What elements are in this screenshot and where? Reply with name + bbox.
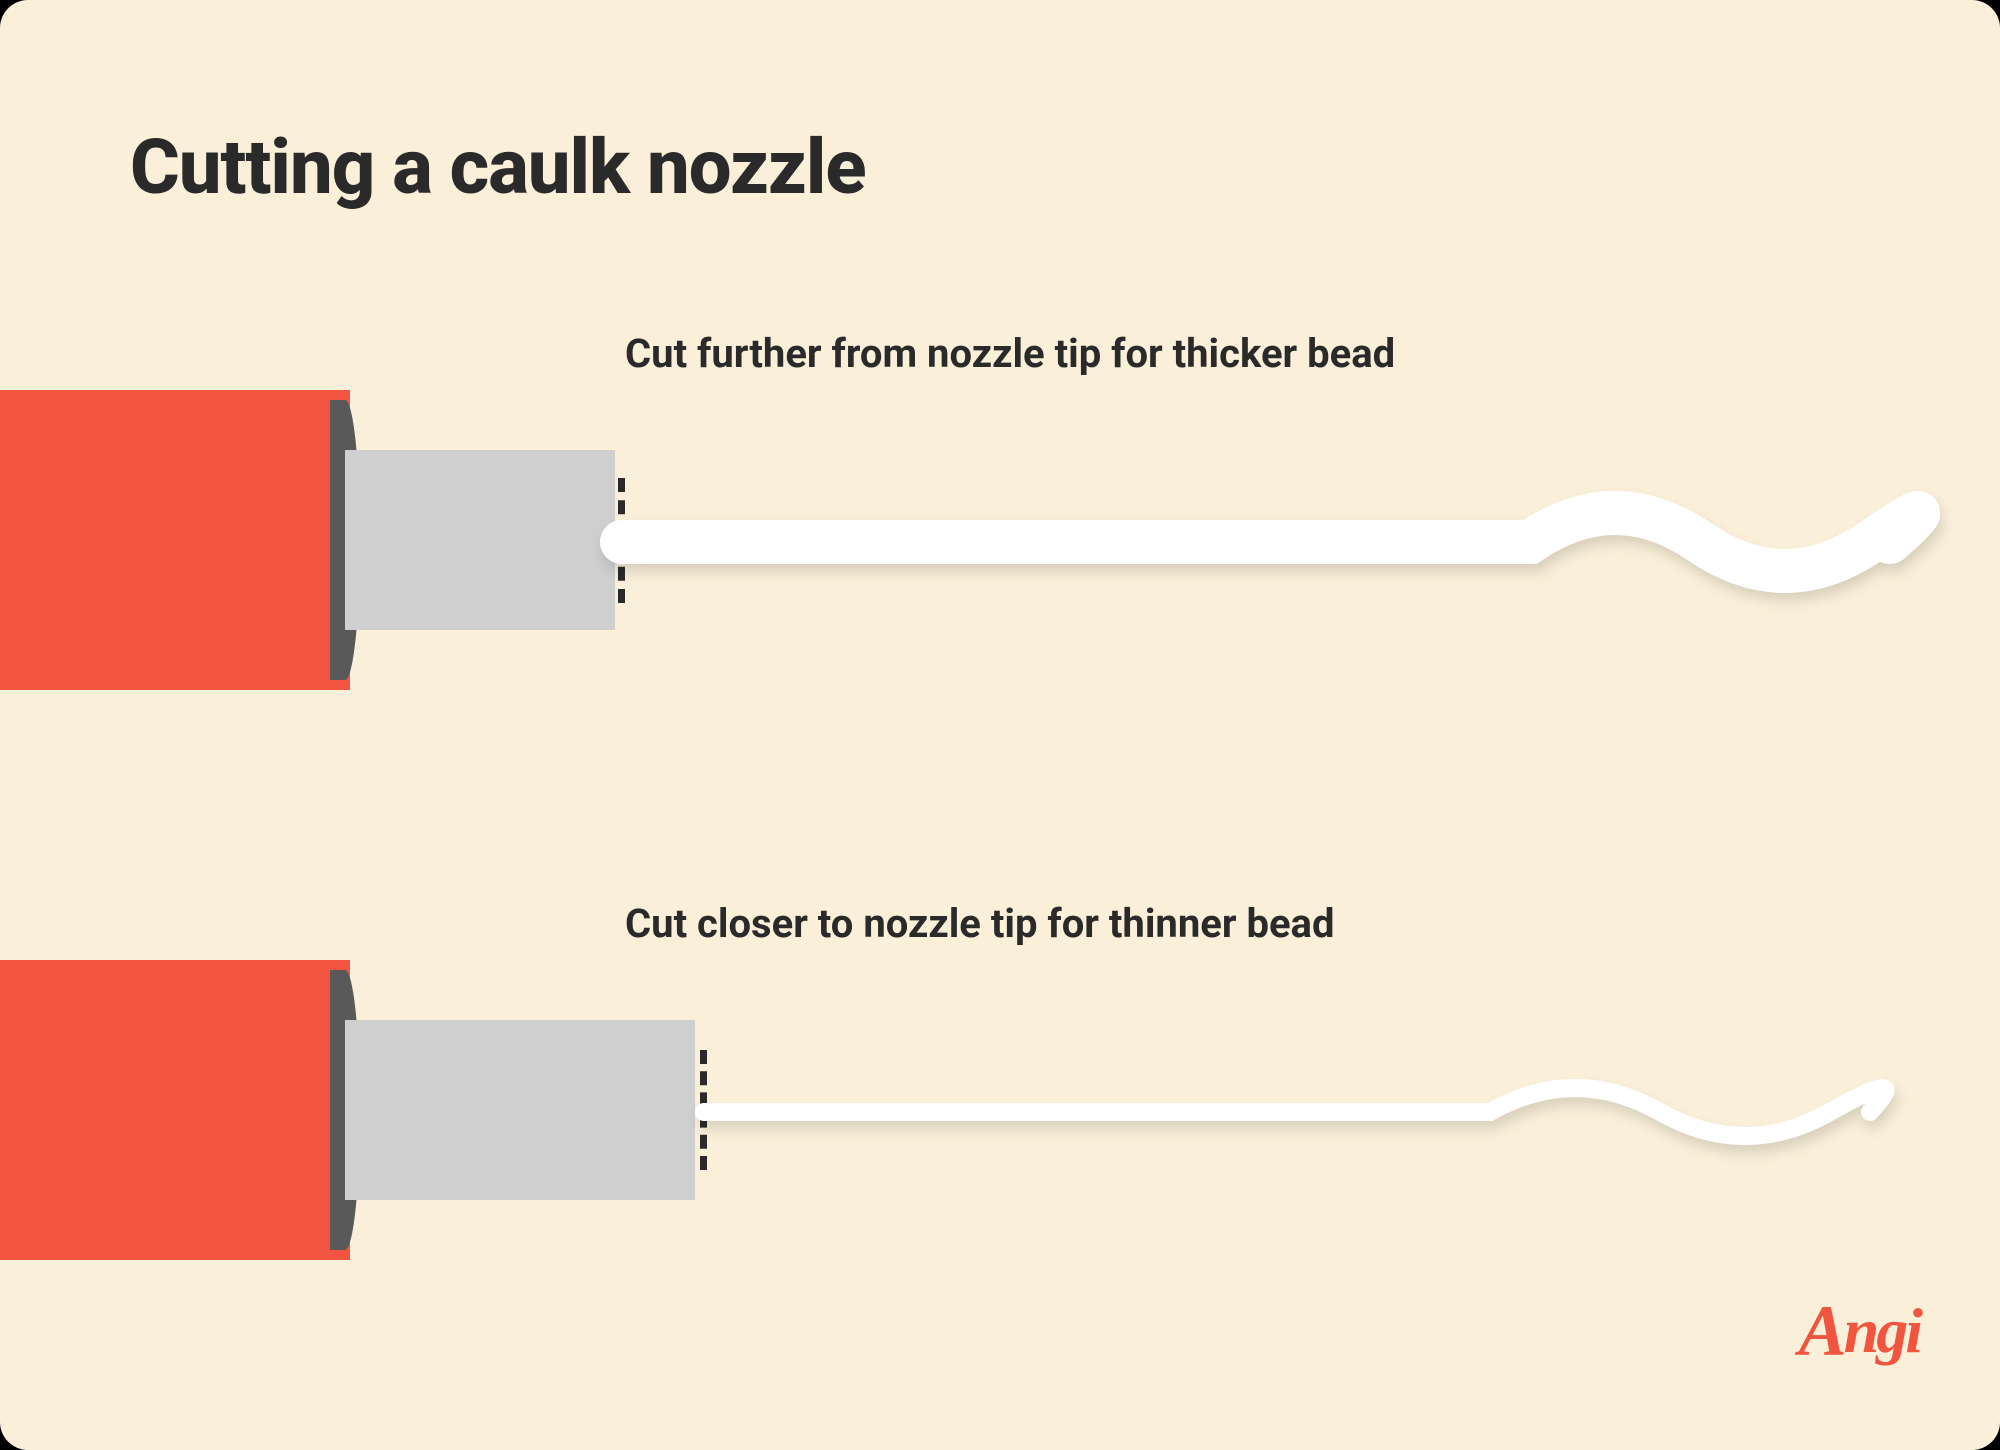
- caulk-bead-thin: [0, 920, 2000, 1320]
- logo-rest: ngi: [1844, 1295, 1920, 1366]
- page-title: Cutting a caulk nozzle: [130, 122, 866, 212]
- infographic-canvas: Cutting a caulk nozzle Cut further from …: [0, 0, 2000, 1450]
- illustration-thicker-bead: Cut further from nozzle tip for thicker …: [0, 350, 2000, 710]
- caulk-bead-thick: [0, 350, 2000, 750]
- angi-logo: Angi: [1799, 1287, 1920, 1370]
- illustration-thinner-bead: Cut closer to nozzle tip for thinner bea…: [0, 920, 2000, 1280]
- logo-first-letter: A: [1799, 1290, 1844, 1373]
